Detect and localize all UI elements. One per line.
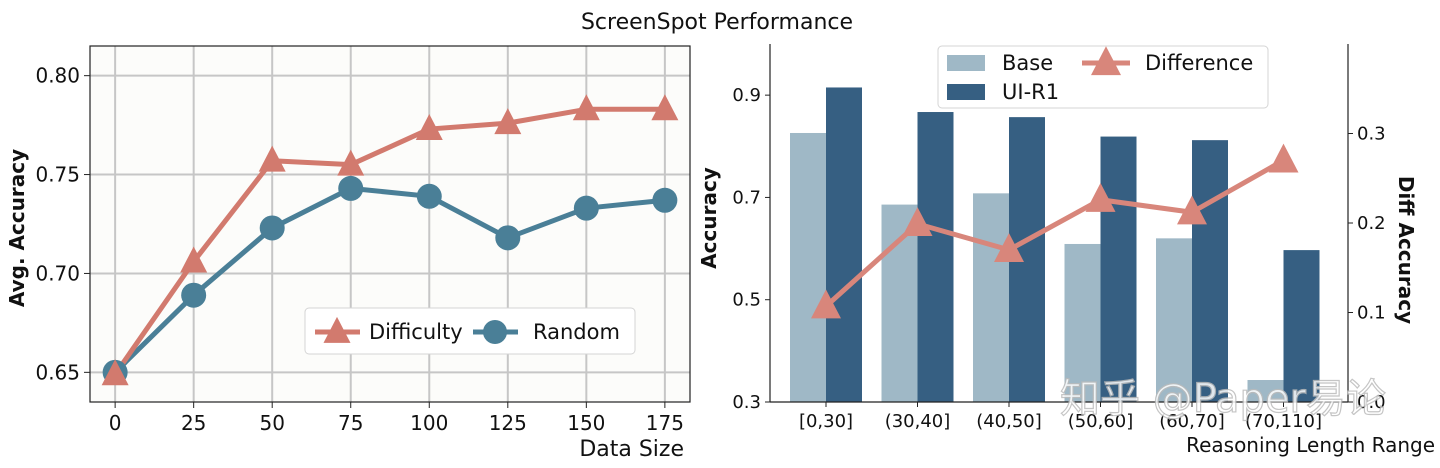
left-y-tick-label: 0.65 — [35, 360, 80, 384]
right-x-tick-label: (60,70] — [1159, 411, 1225, 432]
right-y-ticks: 0.3 0.5 0.7 0.9 — [732, 85, 770, 413]
left-random-point — [259, 215, 285, 241]
left-difficulty-point — [651, 94, 679, 121]
right-bar-chart: [0,30] (30,40] (40,50] (50,60] (60,70] (70,11… — [697, 44, 1435, 457]
left-y-axis-title: Avg. Accuracy — [5, 149, 29, 307]
left-series-lines — [113, 106, 666, 376]
right-x-tick-label: (50,60] — [1068, 411, 1134, 432]
left-x-tick-label: 0 — [109, 411, 122, 435]
difference-point — [994, 233, 1024, 262]
bar-ui-r1 — [826, 87, 862, 402]
legend-ui-r1-label: UI-R1 — [1002, 80, 1059, 104]
right-x-tick-label: (30,40] — [885, 411, 951, 432]
right-legend-box — [937, 45, 1269, 109]
legend-random-marker — [483, 320, 507, 344]
legend-difference-label: Difference — [1145, 51, 1253, 75]
left-x-axis-title: Data Size — [579, 437, 684, 462]
left-x-tick-label: 150 — [567, 411, 605, 435]
legend-ui-r1-swatch — [947, 84, 985, 100]
left-random-point — [652, 187, 678, 213]
right-y2-tick-label: 0.2 — [1357, 213, 1386, 234]
left-random-line — [113, 185, 666, 375]
right-y-tick-label: 0.5 — [732, 290, 761, 311]
difference-point — [1268, 143, 1299, 173]
left-legend-box — [304, 307, 636, 355]
left-legend: Difficulty Random — [304, 307, 636, 355]
left-difficulty-point — [494, 108, 522, 135]
left-difficulty-point — [101, 359, 129, 386]
bar-ui-r1 — [1100, 136, 1137, 402]
legend-base-label: Base — [1002, 51, 1053, 75]
right-y-axis-title: Accuracy — [697, 167, 721, 269]
left-plot-frame — [89, 45, 691, 403]
right-difference-line — [811, 143, 1299, 319]
left-random-point — [573, 195, 599, 221]
left-difficulty-point — [258, 145, 286, 172]
legend-difference-marker — [1091, 46, 1121, 76]
left-line-chart: 0 25 50 75 100 125 150 175 0.65 0.70 0.75 0.80 Avg… — [5, 45, 691, 462]
right-y2-axis-title: Diff Accuracy — [1394, 176, 1418, 324]
difference-point — [1177, 195, 1207, 225]
left-y-ticks: 0.65 0.70 0.75 0.80 — [35, 64, 90, 384]
bar-ui-r1 — [917, 112, 954, 403]
left-random-point — [181, 282, 207, 308]
bar-base — [973, 193, 1009, 402]
right-y-tick-label: 0.9 — [732, 85, 761, 106]
bar-base — [1156, 238, 1192, 402]
right-y2-tick-label: 0.1 — [1357, 303, 1386, 324]
left-random-point — [416, 183, 442, 209]
left-series-markers — [101, 94, 679, 386]
bar-ui-r1 — [1192, 140, 1228, 403]
difference-point — [1085, 182, 1116, 212]
right-y-tick-label: 0.3 — [732, 392, 761, 413]
legend-difficulty-marker — [323, 316, 351, 343]
left-difficulty-point — [415, 114, 443, 141]
left-random-point — [495, 225, 521, 251]
left-difficulty-point — [337, 149, 365, 176]
difference-point — [811, 289, 841, 319]
left-random-point — [338, 175, 364, 201]
right-y2-tick-label: 0.0 — [1357, 392, 1386, 413]
right-bars — [790, 87, 1320, 403]
bar-ui-r1 — [1283, 250, 1320, 402]
difference-point — [902, 207, 933, 237]
right-y2-ticks: 0.0 0.1 0.2 0.3 — [1348, 124, 1386, 413]
figure-title: ScreenSpot Performance — [581, 10, 853, 35]
right-x-tick-label: (40,50] — [976, 411, 1042, 432]
watermark: 知乎 @Paper易论 — [1060, 376, 1386, 422]
left-x-tick-label: 125 — [489, 411, 527, 435]
left-x-tick-label: 175 — [646, 411, 684, 435]
bar-base — [1064, 243, 1101, 402]
left-x-tick-label: 75 — [338, 411, 363, 435]
left-y-tick-label: 0.75 — [35, 163, 80, 187]
right-legend: Base UI-R1 Difference — [937, 45, 1269, 109]
left-difficulty-line — [113, 106, 665, 376]
left-x-tick-label: 50 — [259, 411, 284, 435]
left-x-tick-label: 100 — [410, 411, 448, 435]
right-x-axis-title: Reasoning Length Range — [1186, 433, 1435, 457]
legend-base-swatch — [947, 55, 985, 71]
right-y2-tick-label: 0.3 — [1357, 124, 1386, 145]
left-x-ticks: 0 25 50 75 100 125 150 175 — [109, 402, 684, 435]
legend-difficulty-label: Difficulty — [369, 320, 463, 344]
bar-base — [790, 132, 826, 402]
bar-base — [1247, 380, 1284, 402]
right-x-tick-label: [0,30] — [799, 411, 853, 432]
difference-line — [824, 158, 1285, 309]
left-difficulty-point — [572, 94, 600, 121]
left-y-tick-label: 0.70 — [35, 261, 80, 285]
right-y-tick-label: 0.7 — [732, 187, 761, 208]
left-x-tick-label: 25 — [181, 411, 206, 435]
left-difficulty-point — [180, 246, 208, 273]
left-y-tick-label: 0.80 — [35, 64, 80, 88]
right-x-ticks: [0,30] (30,40] (40,50] (50,60] (60,70] (70,11… — [799, 402, 1322, 432]
right-x-tick-label: (70,110] — [1245, 411, 1322, 432]
legend-random-label: Random — [533, 320, 620, 344]
